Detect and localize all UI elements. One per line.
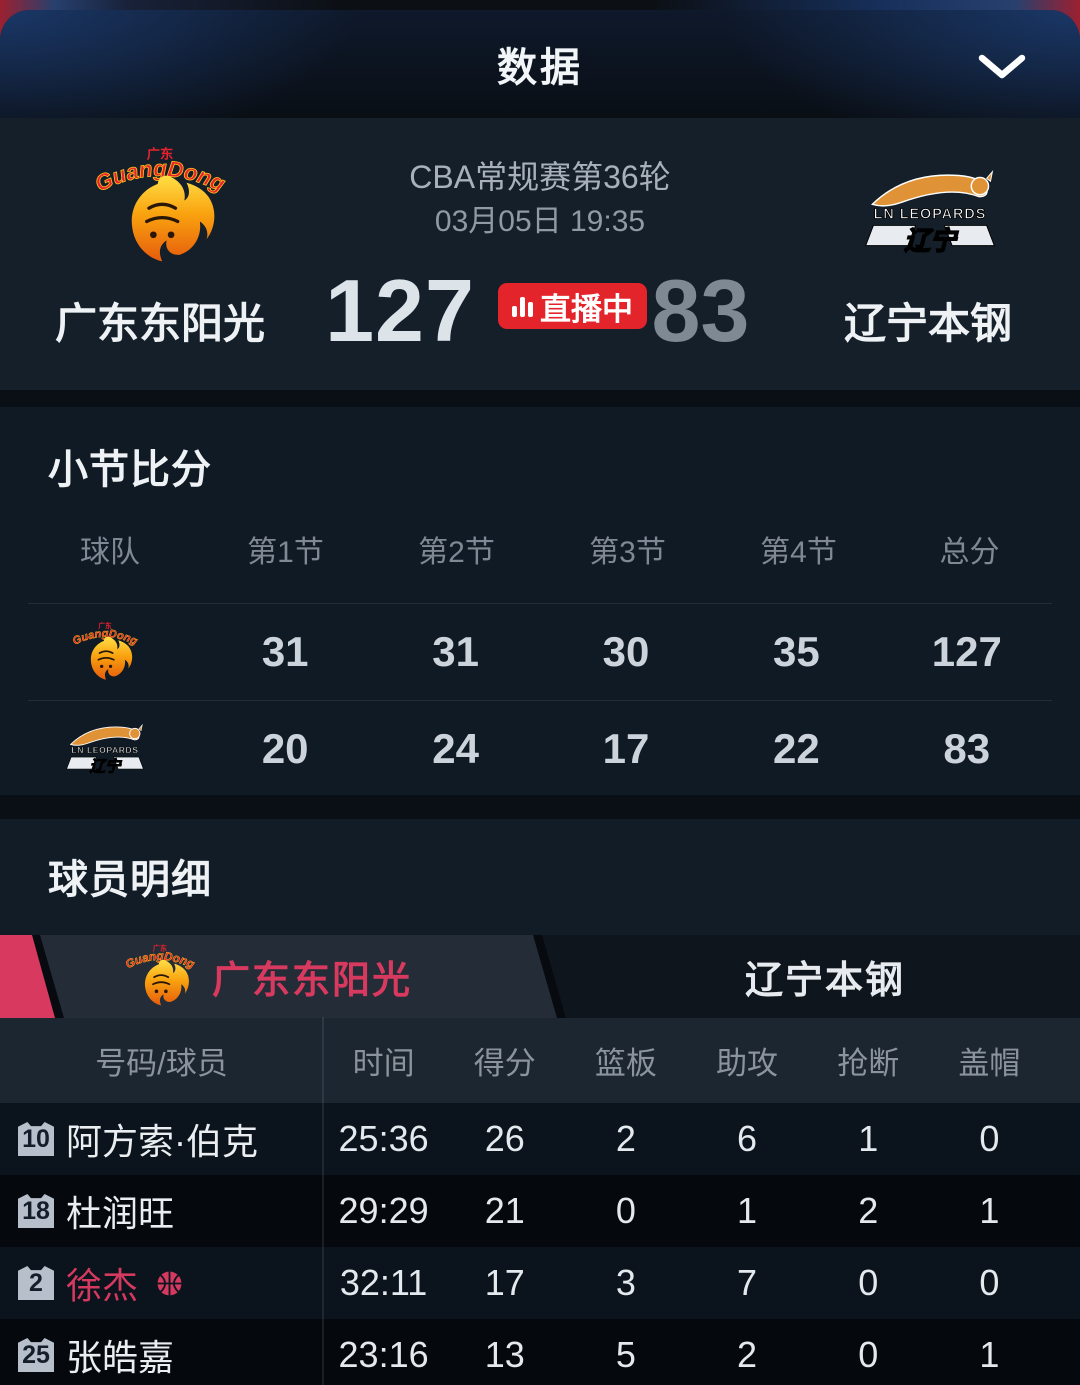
player-name-cell: 10 阿方索·伯克: [0, 1113, 323, 1165]
jersey-number-badge: 2: [18, 1266, 54, 1300]
stat-assists: 1: [737, 1190, 758, 1231]
stat-steals: 1: [858, 1118, 879, 1159]
quarter-row-home: 31 31 30 35 127: [28, 603, 1052, 700]
stat-points: 21: [484, 1190, 525, 1231]
player-name: 徐杰: [66, 1265, 139, 1306]
quarter-score: 30: [602, 628, 650, 675]
player-details-section: 球员明细 广东东阳光 辽宁本钢 号码/球员 时间 得分 篮板 助攻 抢断 盖帽: [0, 819, 1080, 1385]
jersey-number-badge: 25: [18, 1338, 54, 1372]
player-row: 10 阿方索·伯克 25:36 26 2 6 1 0: [0, 1103, 1080, 1175]
live-bars-icon: [512, 295, 533, 317]
column-header: 第1节: [247, 536, 324, 569]
quarter-score: 31: [261, 628, 309, 675]
home-team-logo: [72, 144, 248, 268]
column-header: 助攻: [716, 1046, 779, 1081]
player-name: 杜润旺: [66, 1193, 175, 1234]
player-name-cell: 18 杜润旺: [0, 1185, 323, 1237]
column-header: 总分: [939, 536, 1000, 569]
player-name-cell: 25 张皓嘉: [0, 1329, 323, 1381]
quarter-row-away: 20 24 17 22 83: [28, 700, 1052, 797]
quarter-score: 35: [773, 628, 820, 675]
tab-label: 广东东阳光: [212, 960, 413, 1002]
player-details-title: 球员明细: [48, 858, 212, 902]
stat-minutes: 23:16: [338, 1334, 429, 1375]
player-row: 25 张皓嘉 23:16 13 5 2 0 1: [0, 1319, 1080, 1385]
column-header: 篮板: [594, 1046, 657, 1081]
player-name: 张皓嘉: [66, 1337, 175, 1378]
jersey-number-badge: 18: [18, 1194, 54, 1228]
home-team-logo: [120, 943, 200, 1009]
quarter-score: 20: [261, 725, 309, 772]
tab-away-team[interactable]: 辽宁本钢: [542, 935, 1080, 1018]
quarter-score: 22: [773, 725, 820, 772]
column-header: 盖帽: [958, 1046, 1021, 1081]
column-header: 抢断: [837, 1046, 900, 1081]
chevron-down-icon[interactable]: [976, 50, 1028, 84]
stat-steals: 0: [858, 1262, 879, 1303]
home-team-name: 广东东阳光: [54, 300, 265, 347]
player-row: 18 杜润旺 29:29 21 0 1 2 1: [0, 1175, 1080, 1247]
stat-assists: 7: [737, 1262, 758, 1303]
page-title: 数据: [497, 46, 583, 90]
total-score: 83: [943, 725, 991, 772]
player-name: 阿方索·伯克: [66, 1121, 258, 1162]
away-team-name: 辽宁本钢: [843, 300, 1012, 347]
quarter-scores-section: 小节比分 球队 第1节 第2节 第3节 第4节 总分 31 31 30 35 1…: [0, 407, 1080, 795]
home-team-score: 127: [325, 261, 475, 360]
column-header: 得分: [473, 1046, 536, 1081]
quarter-scores-title: 小节比分: [48, 448, 212, 492]
stats-bottom-sheet: 数据 CBA常规赛第36轮 03月05日 19:35 广东东阳光 辽宁本钢 12…: [0, 10, 1080, 1385]
stat-blocks: 1: [979, 1190, 1000, 1231]
match-header-section: CBA常规赛第36轮 03月05日 19:35 广东东阳光 辽宁本钢 127 8…: [0, 118, 1080, 390]
live-badge-label: 直播中: [540, 291, 633, 327]
stat-assists: 6: [737, 1118, 758, 1159]
stat-minutes: 32:11: [339, 1262, 428, 1303]
quarter-score: 17: [602, 725, 650, 772]
column-header: 第2节: [418, 536, 495, 569]
league-round-label: CBA常规赛第36轮: [409, 159, 671, 195]
quarter-table-header: 球队 第1节 第2节 第3节 第4节 总分: [0, 495, 1080, 603]
stat-blocks: 1: [979, 1334, 1000, 1375]
stat-rebounds: 5: [615, 1334, 636, 1375]
player-table-header: 号码/球员 时间 得分 篮板 助攻 抢断 盖帽: [0, 1018, 1080, 1103]
stat-rebounds: 2: [615, 1118, 636, 1159]
match-datetime: 03月05日 19:35: [434, 205, 646, 238]
away-team-score: 83: [651, 261, 750, 360]
stat-assists: 2: [737, 1334, 758, 1375]
stat-rebounds: 3: [615, 1262, 636, 1303]
column-header: 时间: [352, 1046, 415, 1081]
column-header: 第3节: [589, 536, 666, 569]
stat-rebounds: 0: [615, 1190, 636, 1231]
stat-points: 13: [484, 1334, 525, 1375]
stat-blocks: 0: [979, 1262, 1000, 1303]
stat-steals: 2: [858, 1190, 879, 1231]
column-header: 第4节: [760, 536, 837, 569]
stat-minutes: 25:36: [338, 1118, 429, 1159]
tab-label: 辽宁本钢: [744, 960, 905, 1002]
away-team-logo: [848, 164, 1012, 260]
quarter-score: 24: [432, 725, 479, 772]
stat-steals: 0: [858, 1334, 879, 1375]
jersey-number-badge: 10: [18, 1122, 54, 1156]
stat-points: 26: [484, 1118, 525, 1159]
player-row: 2 徐杰 32:11 17 3 7 0 0: [0, 1247, 1080, 1319]
stat-minutes: 29:29: [338, 1190, 429, 1231]
sheet-header: 数据: [0, 10, 1080, 118]
home-team-logo: [62, 621, 148, 683]
column-header: 球队: [80, 536, 140, 569]
team-tabs: 广东东阳光 辽宁本钢: [0, 935, 1080, 1018]
stat-points: 17: [484, 1262, 525, 1303]
basketball-icon: [156, 1270, 183, 1297]
stat-blocks: 0: [979, 1118, 1000, 1159]
column-header: 号码/球员: [95, 1046, 228, 1081]
total-score: 127: [931, 628, 1002, 675]
away-team-logo: [62, 718, 148, 780]
player-name-cell: 2 徐杰: [0, 1257, 323, 1309]
quarter-score: 31: [432, 628, 479, 675]
tab-home-team[interactable]: 广东东阳光: [40, 935, 557, 1018]
live-badge[interactable]: 直播中: [498, 283, 647, 329]
